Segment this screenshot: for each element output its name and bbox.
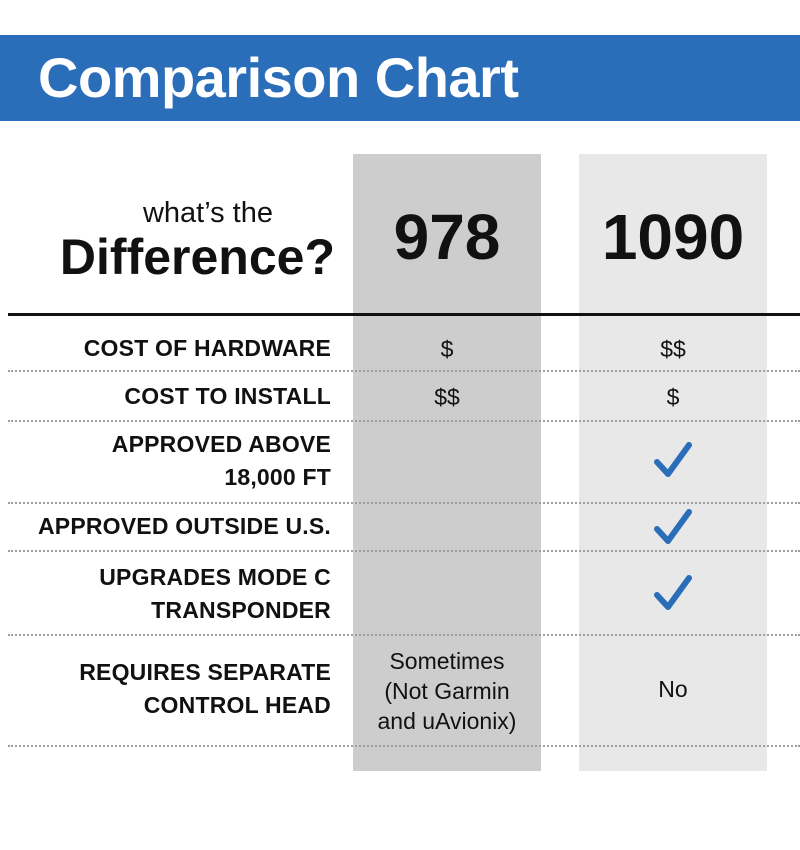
row-cost-of-hardware: COST OF HARDWARE $ $$ (0, 332, 800, 366)
row-approved-above-18000-ft: APPROVED ABOVE 18,000 FT (0, 428, 800, 494)
column-header-1090: 1090 (601, 201, 745, 273)
row-label-line: APPROVED ABOVE (111, 431, 331, 457)
column-978-background (353, 154, 541, 771)
row-label-line: CONTROL HEAD (143, 692, 331, 718)
check-icon (654, 575, 692, 610)
row-divider (8, 502, 800, 504)
row-approved-outside-us: APPROVED OUTSIDE U.S. (0, 509, 800, 546)
row-label-line: COST OF HARDWARE (83, 335, 331, 361)
cell-1090 (579, 509, 767, 546)
row-label-line: 18,000 FT (224, 464, 331, 490)
cell-978-line: and uAvionix) (377, 708, 517, 734)
subtitle-line-2: Difference? (59, 229, 335, 285)
row-label-line: COST TO INSTALL (124, 383, 331, 409)
title-banner: Comparison Chart (0, 35, 800, 121)
row-requires-separate-control-head: REQUIRES SEPARATE CONTROL HEAD Sometimes… (0, 646, 800, 736)
cell-1090: No (658, 676, 688, 702)
row-label-line: UPGRADES MODE C (99, 564, 331, 590)
row-label: UPGRADES MODE C TRANSPONDER (99, 561, 331, 627)
row-label: COST TO INSTALL (124, 380, 331, 413)
row-label: APPROVED ABOVE 18,000 FT (112, 428, 331, 494)
cell-978-empty (353, 510, 541, 546)
row-divider (8, 370, 800, 372)
row-upgrades-mode-c-transponder: UPGRADES MODE C TRANSPONDER (0, 561, 800, 627)
row-divider (8, 745, 800, 747)
row-label-line: TRANSPONDER (151, 597, 331, 623)
row-divider (8, 634, 800, 636)
cell-1090: $$ (660, 336, 686, 362)
cell-978: Sometimes (Not Garmin and uAvionix) (353, 646, 541, 736)
cell-978: $ (440, 336, 454, 362)
row-cost-to-install: COST TO INSTALL $$ $ (0, 380, 800, 414)
check-icon (654, 442, 692, 477)
header-rule (8, 313, 800, 316)
cell-978-empty (353, 561, 541, 627)
check-icon (654, 509, 692, 544)
cell-978-line: Sometimes (389, 648, 505, 674)
row-label: REQUIRES SEPARATE CONTROL HEAD (79, 656, 331, 722)
row-divider (8, 550, 800, 552)
row-label: COST OF HARDWARE (84, 332, 331, 365)
cell-1090 (579, 561, 767, 627)
cell-1090: $ (666, 384, 680, 410)
row-label: APPROVED OUTSIDE U.S. (38, 510, 331, 543)
cell-978-empty (353, 428, 541, 494)
cell-978: $$ (434, 384, 460, 410)
cell-1090 (579, 428, 767, 494)
column-header-978: 978 (393, 201, 501, 273)
row-divider (8, 420, 800, 422)
row-label-line: REQUIRES SEPARATE (79, 659, 331, 685)
subtitle-line-1: what’s the (142, 197, 273, 229)
row-label-line: APPROVED OUTSIDE U.S. (37, 513, 331, 539)
page-title: Comparison Chart (38, 46, 519, 109)
cell-978-line: (Not Garmin (384, 678, 510, 704)
